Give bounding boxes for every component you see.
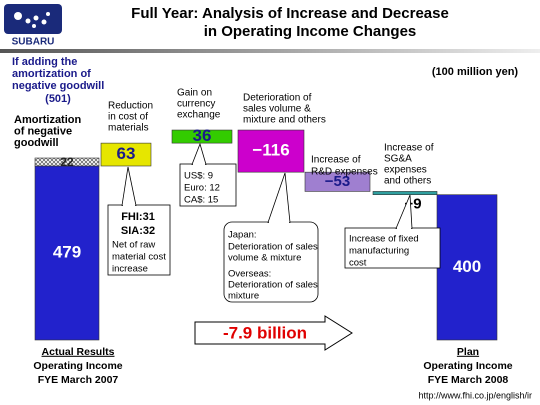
bar — [304, 171, 371, 192]
url: http://www.fhi.co.jp/english/ir — [418, 390, 532, 400]
amortization-label: goodwill — [14, 137, 59, 149]
callout-text: Deterioration of sales — [228, 242, 318, 253]
logo-text: SUBARU — [12, 37, 55, 48]
callout-text: SIA:32 — [121, 225, 155, 237]
callout-box — [107, 204, 171, 276]
category-label: and others — [384, 176, 431, 187]
category-label: R&D expenses — [311, 167, 378, 178]
value-label: −116 — [252, 141, 289, 160]
category-label: Increase of — [384, 143, 434, 154]
category-label: exchange — [177, 110, 221, 121]
bar — [171, 129, 233, 144]
callout-text: Net of raw — [112, 240, 155, 251]
callout-text: CA$: 15 — [184, 195, 218, 206]
unit-label: (100 million yen) — [432, 66, 519, 78]
category-label: FYE March 2008 — [428, 374, 509, 386]
value-label: −53 — [325, 173, 350, 190]
value-label: 63 — [117, 144, 136, 163]
category-label: Reduction — [108, 101, 153, 112]
change-arrow — [194, 315, 353, 351]
note-text: negative goodwill — [12, 80, 104, 92]
callout-text: manufacturing — [349, 246, 409, 257]
category-label: Plan — [457, 346, 479, 358]
callout-text: US$: 9 — [184, 171, 213, 182]
category-label: Operating Income — [33, 360, 122, 372]
value-label: 479 — [53, 242, 81, 261]
logo-mark — [4, 4, 62, 34]
category-label: currency — [177, 99, 215, 110]
category-label: FYE March 2007 — [38, 374, 119, 386]
bar — [372, 191, 438, 195]
callout-box — [344, 227, 441, 269]
amortization-label: Amortization — [14, 114, 82, 126]
callout-text: cost — [349, 258, 367, 269]
bar — [100, 142, 152, 167]
category-label: Deterioration of — [243, 93, 312, 104]
bar — [237, 129, 305, 173]
logo-stars — [14, 12, 50, 28]
category-label: sales volume & — [243, 104, 311, 115]
callout-text: Euro: 12 — [184, 183, 220, 194]
callout-text: material cost — [112, 252, 166, 263]
category-label: SG&A — [384, 154, 412, 165]
bar — [34, 165, 100, 341]
value-label: 36 — [193, 126, 212, 145]
callout-text: Deterioration of sales — [228, 280, 318, 291]
callout-box — [179, 163, 237, 207]
category-label: Actual Results — [42, 346, 115, 358]
callout-text: Overseas: — [228, 269, 271, 280]
callout-text: increase — [112, 264, 148, 275]
title-line: Full Year: Analysis of Increase and Decr… — [131, 5, 449, 22]
hatched-segment — [34, 157, 100, 167]
segment-label: 22 — [60, 155, 74, 169]
category-label: mixture and others — [243, 115, 326, 126]
category-label: in cost of — [108, 112, 148, 123]
category-label: materials — [108, 123, 149, 134]
category-label: Gain on — [177, 88, 212, 99]
callout-text: Japan: — [228, 230, 257, 241]
value-label: 400 — [453, 257, 481, 276]
note-text: If adding the — [12, 56, 77, 68]
arrow-label: -7.9 billion — [223, 323, 307, 342]
note-text: amortization of — [12, 68, 91, 80]
callout-text: FHI:31 — [121, 211, 155, 223]
category-label: expenses — [384, 165, 427, 176]
note-value: (501) — [45, 93, 71, 105]
category-label: Increase of — [311, 155, 361, 166]
amortization-label: of negative — [14, 125, 72, 137]
callout-text: Increase of fixed — [349, 234, 419, 245]
category-label: Operating Income — [423, 360, 512, 372]
header-rule — [0, 49, 540, 53]
callout-text: volume & mixture — [228, 253, 301, 264]
title-line: in Operating Income Changes — [204, 23, 417, 40]
callout-text: mixture — [228, 291, 259, 302]
